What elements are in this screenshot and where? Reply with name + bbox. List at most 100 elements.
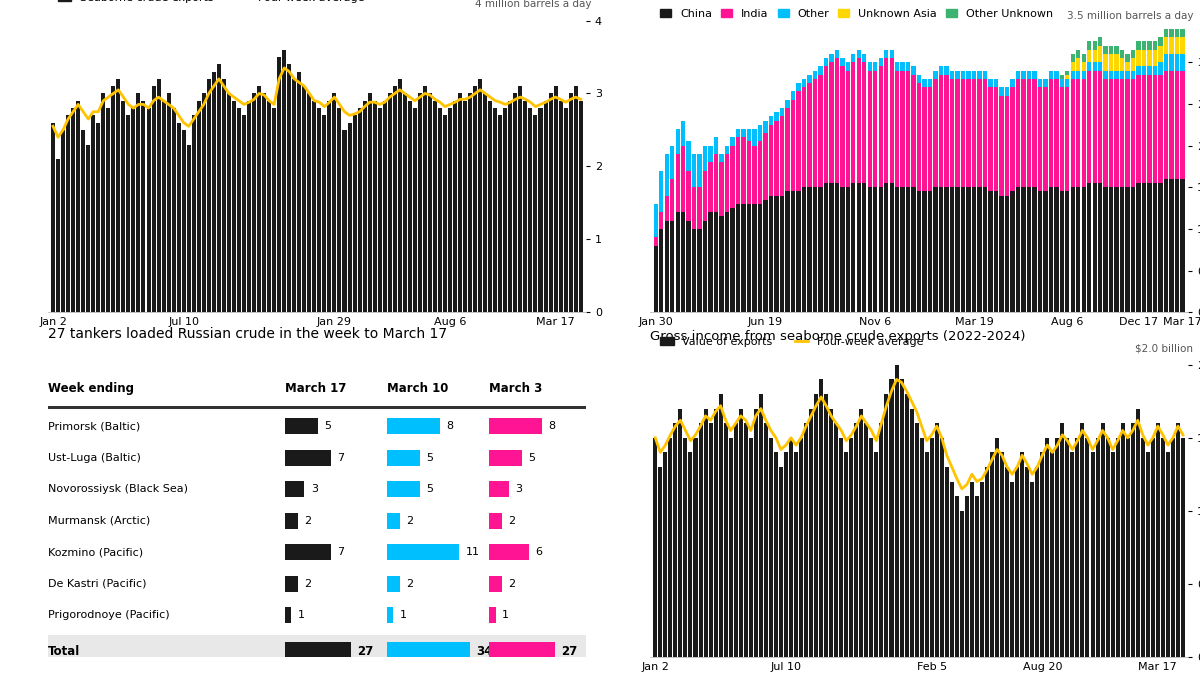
Bar xyxy=(731,146,734,208)
Bar xyxy=(544,101,547,313)
Bar xyxy=(977,79,982,187)
Bar xyxy=(1100,423,1104,657)
Bar xyxy=(1142,50,1146,66)
Bar xyxy=(910,408,913,657)
Bar xyxy=(1038,88,1042,192)
Bar xyxy=(1147,183,1152,313)
Bar xyxy=(985,467,989,657)
Bar xyxy=(1135,408,1140,657)
Bar xyxy=(659,467,662,657)
Bar xyxy=(720,216,724,313)
Bar xyxy=(1021,70,1026,79)
Bar xyxy=(829,408,833,657)
Bar xyxy=(966,187,971,313)
Bar xyxy=(694,438,697,657)
Bar xyxy=(56,159,60,313)
Legend: China, India, Other, Unknown Asia, Other Unknown: China, India, Other, Unknown Asia, Other… xyxy=(656,4,1057,23)
Bar xyxy=(862,62,866,183)
Bar xyxy=(684,438,688,657)
Bar xyxy=(774,452,778,657)
Bar xyxy=(181,130,186,313)
Text: March 10: March 10 xyxy=(386,382,448,395)
Bar xyxy=(1158,62,1163,75)
Bar xyxy=(808,75,811,83)
Bar xyxy=(358,108,361,313)
Bar xyxy=(990,452,994,657)
Bar xyxy=(1098,46,1103,62)
Bar xyxy=(854,423,858,657)
FancyBboxPatch shape xyxy=(284,576,298,592)
Bar xyxy=(851,54,856,62)
Legend: Value of exports, Four-week average: Value of exports, Four-week average xyxy=(656,332,928,352)
Bar xyxy=(1070,70,1075,79)
Bar xyxy=(293,79,296,313)
Bar xyxy=(659,170,664,212)
Bar xyxy=(503,108,508,313)
Bar xyxy=(1175,37,1180,54)
Bar xyxy=(1087,41,1092,50)
Bar xyxy=(197,101,200,313)
Bar xyxy=(676,154,680,212)
Bar xyxy=(878,187,883,313)
Bar xyxy=(692,229,696,313)
Bar xyxy=(539,108,542,313)
Bar xyxy=(564,108,568,313)
Bar xyxy=(804,423,808,657)
Bar xyxy=(818,75,822,187)
Bar xyxy=(928,79,932,88)
Bar xyxy=(1081,187,1086,313)
Bar xyxy=(680,146,685,212)
Bar xyxy=(785,108,790,192)
Bar xyxy=(692,187,696,229)
Bar xyxy=(66,116,70,313)
Bar xyxy=(514,94,517,313)
Bar xyxy=(236,108,241,313)
Bar xyxy=(1066,192,1069,313)
Bar xyxy=(733,423,738,657)
Bar xyxy=(172,108,175,313)
Bar xyxy=(983,70,988,79)
Bar xyxy=(742,129,745,137)
Bar xyxy=(96,122,101,313)
Bar xyxy=(846,70,850,187)
Bar xyxy=(980,482,984,657)
Bar xyxy=(312,101,317,313)
Bar xyxy=(247,101,251,313)
Bar xyxy=(994,192,998,313)
Bar xyxy=(1040,452,1044,657)
Bar xyxy=(1070,452,1074,657)
Bar xyxy=(665,154,668,196)
Bar xyxy=(569,94,572,313)
Bar xyxy=(142,101,145,313)
Bar xyxy=(752,146,757,204)
Bar xyxy=(779,467,782,657)
Bar xyxy=(252,94,256,313)
Bar xyxy=(1153,41,1157,50)
Bar xyxy=(930,438,934,657)
Bar xyxy=(1169,70,1174,179)
Bar xyxy=(934,70,937,79)
Bar xyxy=(121,101,125,313)
Bar xyxy=(742,137,745,204)
Bar xyxy=(282,50,287,313)
Bar xyxy=(895,70,899,187)
Bar xyxy=(1096,438,1099,657)
Bar xyxy=(708,212,713,313)
Bar xyxy=(955,496,959,657)
FancyBboxPatch shape xyxy=(488,449,522,466)
Text: 3: 3 xyxy=(515,484,522,494)
Bar xyxy=(1049,79,1054,187)
Bar xyxy=(1054,187,1058,313)
Bar xyxy=(914,423,919,657)
Bar xyxy=(780,108,784,116)
Bar xyxy=(708,423,713,657)
Bar xyxy=(752,129,757,146)
Bar xyxy=(673,423,678,657)
Bar xyxy=(850,438,853,657)
Bar xyxy=(925,452,929,657)
Bar xyxy=(1055,438,1060,657)
FancyBboxPatch shape xyxy=(488,607,496,623)
Bar xyxy=(889,50,894,58)
Bar xyxy=(665,221,668,313)
Text: 27 tankers loaded Russian crude in the week to March 17: 27 tankers loaded Russian crude in the w… xyxy=(48,328,448,341)
